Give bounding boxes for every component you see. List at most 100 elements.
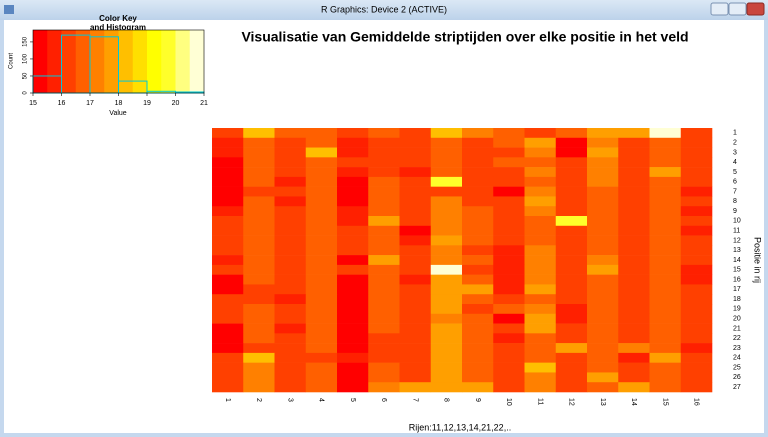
heatmap-cell — [462, 304, 494, 315]
heatmap-cell — [618, 225, 650, 236]
heatmap-cell — [399, 206, 432, 217]
row-label: 17 — [733, 286, 741, 293]
heatmap-cell — [274, 352, 307, 363]
x-axis-label: Rijen:11,12,13,14,21,22,.. — [409, 422, 511, 432]
heatmap-cell — [337, 216, 369, 227]
heatmap-cell — [524, 196, 557, 207]
heatmap-cell — [524, 323, 557, 334]
minimize-button[interactable] — [710, 2, 729, 16]
heatmap-cell — [618, 206, 650, 217]
row-label: 6 — [733, 179, 737, 186]
heatmap-cell — [212, 196, 244, 207]
heatmap-cell — [212, 323, 244, 334]
heatmap-cell — [399, 147, 432, 158]
heatmap-cell — [399, 304, 432, 315]
key-color-stripe — [61, 30, 77, 93]
heatmap-cell — [462, 128, 494, 139]
heatmap-cell — [305, 167, 338, 178]
key-color-stripe — [189, 30, 205, 93]
heatmap-cell — [462, 176, 494, 187]
heatmap-cell — [430, 333, 463, 344]
heatmap-cell — [618, 362, 650, 373]
heatmap-cell — [618, 274, 650, 285]
column-label: 2 — [255, 398, 262, 402]
heatmap-cell — [430, 304, 463, 315]
heatmap-cell — [493, 284, 525, 295]
heatmap-cell — [462, 167, 494, 178]
heatmap-cell — [212, 343, 244, 354]
heatmap-cell — [587, 206, 619, 217]
heatmap-cell — [212, 304, 244, 315]
heatmap-cell — [524, 235, 557, 246]
heatmap-cell — [305, 294, 338, 305]
key-y-tick-label: 100 — [23, 53, 29, 64]
heatmap-cell — [368, 284, 400, 295]
heatmap-cell — [462, 206, 494, 217]
heatmap-cell — [368, 128, 400, 139]
heatmap-cell — [274, 382, 307, 393]
heatmap-cell — [618, 304, 650, 315]
heatmap-cell — [618, 157, 650, 168]
heatmap-cell — [680, 264, 713, 275]
heatmap-cell — [243, 294, 275, 305]
heatmap-cell — [212, 362, 244, 373]
key-x-tick-label: 15 — [29, 100, 37, 107]
heatmap-cell — [430, 186, 463, 197]
heatmap-cell — [430, 372, 463, 383]
heatmap-cell — [649, 225, 682, 236]
heatmap-cell — [524, 304, 557, 315]
row-label: 25 — [733, 364, 741, 371]
row-label: 4 — [733, 159, 737, 166]
heatmap-cell — [337, 225, 369, 236]
heatmap-cell — [337, 167, 369, 178]
heatmap-cell — [493, 274, 525, 285]
heatmap-cell — [243, 274, 275, 285]
heatmap-cell — [337, 255, 369, 266]
key-y-tick-label: 50 — [23, 72, 29, 79]
heatmap-cell — [524, 255, 557, 266]
heatmap-cell — [212, 255, 244, 266]
heatmap-cell — [430, 264, 463, 275]
heatmap-cell — [618, 137, 650, 148]
heatmap-cell — [680, 304, 713, 315]
color-key: Color Key and Histogram Value Count 15 16… — [9, 14, 208, 117]
row-label: 21 — [733, 325, 741, 332]
heatmap-cell — [212, 294, 244, 305]
heatmap-cell — [337, 128, 369, 139]
close-button[interactable] — [746, 2, 765, 16]
heatmap-cell — [649, 216, 682, 227]
heatmap-cell — [680, 196, 713, 207]
heatmap-cell — [618, 147, 650, 158]
heatmap-cell — [524, 313, 557, 324]
heatmap-cell — [243, 186, 275, 197]
heatmap-cell — [680, 206, 713, 217]
column-label: 7 — [411, 398, 418, 402]
heatmap-cell — [305, 196, 338, 207]
heatmap-cell — [368, 206, 400, 217]
heatmap-cell — [649, 128, 682, 139]
heatmap-cell — [649, 176, 682, 187]
heatmap-cell — [462, 235, 494, 246]
maximize-button[interactable] — [728, 2, 747, 16]
heatmap-cell — [430, 362, 463, 373]
heatmap-cell — [680, 333, 713, 344]
heatmap-cell — [555, 294, 588, 305]
heatmap-cell — [493, 294, 525, 305]
heatmap-cell — [587, 196, 619, 207]
row-label: 11 — [733, 228, 740, 235]
key-title: Color Key — [99, 14, 137, 23]
heatmap-cell — [305, 313, 338, 324]
heatmap-cell — [212, 128, 244, 139]
row-label: 9 — [733, 208, 737, 215]
heatmap-cell — [649, 352, 682, 363]
heatmap-cell — [274, 264, 307, 275]
heatmap-cell — [430, 147, 463, 158]
heatmap-cell — [493, 196, 525, 207]
heatmap-cell — [649, 264, 682, 275]
heatmap-cell — [555, 147, 588, 158]
heatmap-cell — [618, 294, 650, 305]
heatmap-cell — [680, 313, 713, 324]
heatmap-cell — [243, 176, 275, 187]
heatmap-cell — [368, 362, 400, 373]
